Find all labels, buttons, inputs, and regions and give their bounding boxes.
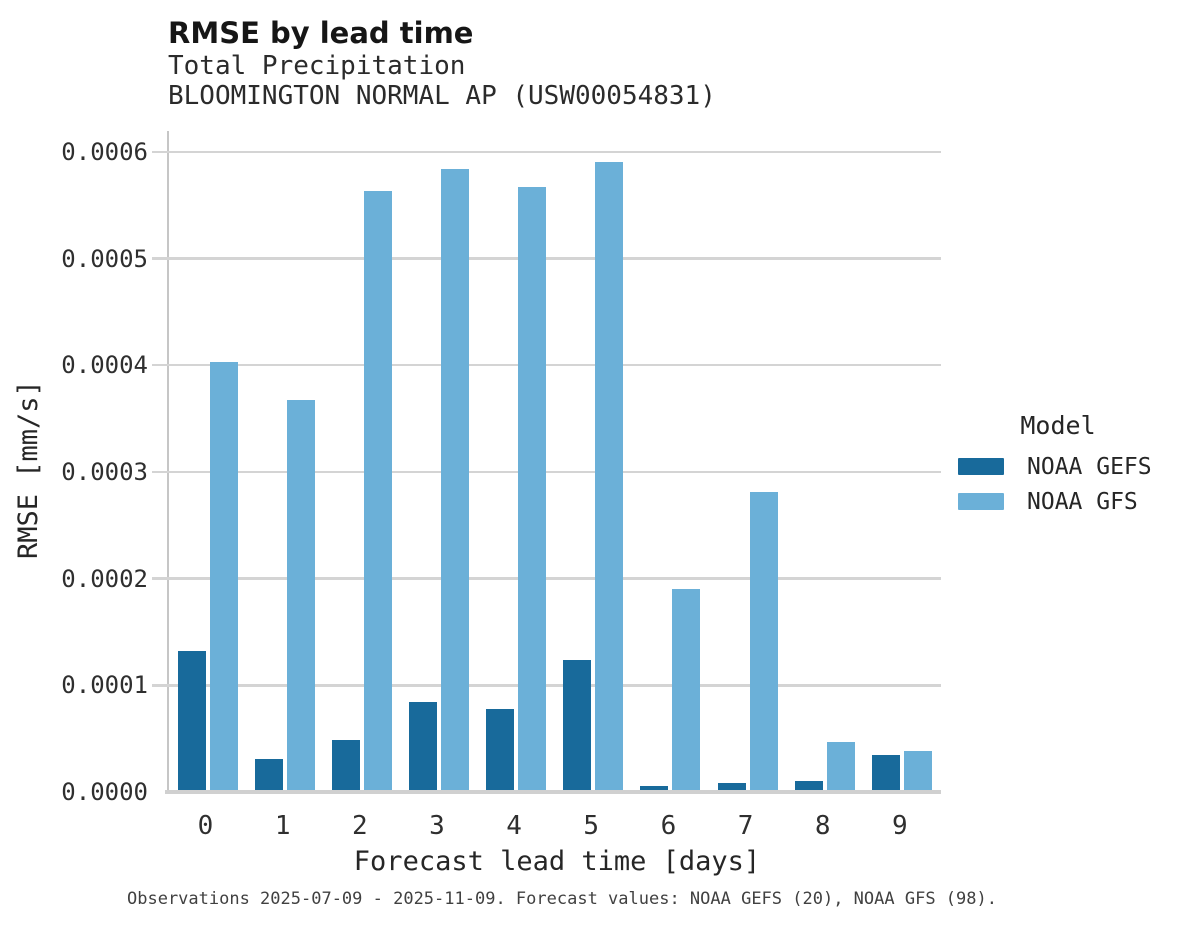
bar-noaa-gefs-lead-4 <box>486 708 515 792</box>
bar-noaa-gefs-lead-5 <box>563 659 592 792</box>
bar-noaa-gefs-lead-0 <box>177 651 206 792</box>
y-tick-label-0.0000: 0.0000 <box>61 778 148 806</box>
x-tick-label-8: 8 <box>814 811 831 841</box>
gridline-0.0001 <box>152 684 941 687</box>
x-tick-label-7: 7 <box>737 811 754 841</box>
gridline-0.0002 <box>152 577 941 580</box>
bar-noaa-gefs-lead-7 <box>717 783 746 792</box>
y-tick-label-0.0001: 0.0001 <box>61 671 148 700</box>
gridline-0.0003 <box>152 470 941 474</box>
bar-noaa-gfs-lead-9 <box>903 751 932 792</box>
bar-noaa-gefs-lead-9 <box>871 754 900 792</box>
bar-noaa-gfs-lead-6 <box>672 589 701 792</box>
bar-noaa-gfs-lead-4 <box>518 187 547 792</box>
bar-noaa-gfs-lead-8 <box>826 741 855 792</box>
bar-noaa-gefs-lead-2 <box>331 739 360 792</box>
gridline-0.0005 <box>152 257 941 260</box>
footer-caption: Observations 2025-07-09 - 2025-11-09. Fo… <box>127 889 997 909</box>
x-tick-label-3: 3 <box>429 811 445 841</box>
y-tick-label-0.0004: 0.0004 <box>61 351 148 380</box>
legend-swatch-icon <box>958 493 1004 510</box>
bar-noaa-gfs-lead-2 <box>363 191 392 792</box>
chart-subtitle-variable: Total Precipitation <box>168 51 466 81</box>
x-tick-label-6: 6 <box>660 811 677 841</box>
y-tick-label-0.0006: 0.0006 <box>61 137 148 166</box>
plot-area <box>152 131 941 794</box>
legend-item-noaa-gfs: NOAA GFS <box>958 488 1158 515</box>
legend-rows: NOAA GEFS NOAA GFS <box>958 453 1158 523</box>
x-tick-label-1: 1 <box>274 811 291 841</box>
legend-item-noaa-gefs: NOAA GEFS <box>958 453 1158 480</box>
bar-noaa-gefs-lead-6 <box>640 785 669 792</box>
gridline-0.0004 <box>152 363 941 367</box>
legend-title: Model <box>1020 411 1096 440</box>
bar-noaa-gfs-lead-1 <box>286 400 315 792</box>
x-tick-label-0: 0 <box>197 811 214 841</box>
bar-noaa-gfs-lead-0 <box>209 362 238 792</box>
x-tick-label-4: 4 <box>506 811 522 841</box>
bar-noaa-gefs-lead-3 <box>408 702 437 792</box>
x-tick-label-2: 2 <box>351 811 368 841</box>
legend-label: NOAA GEFS <box>1027 453 1152 480</box>
x-tick-label-9: 9 <box>892 811 908 841</box>
legend: Model NOAA GEFS NOAA GFS <box>958 412 1158 523</box>
chart-subtitle-station: BLOOMINGTON NORMAL AP (USW00054831) <box>168 81 716 111</box>
y-tick-label-0.0005: 0.0005 <box>61 244 148 273</box>
legend-label: NOAA GFS <box>1027 488 1138 515</box>
y-tick-label-0.0003: 0.0003 <box>61 457 148 486</box>
bar-noaa-gefs-lead-8 <box>794 781 823 792</box>
chart-title: RMSE by lead time <box>168 16 474 50</box>
legend-swatch-icon <box>958 458 1004 475</box>
bar-noaa-gfs-lead-7 <box>749 492 778 792</box>
x-tick-label-5: 5 <box>583 811 600 841</box>
bar-noaa-gefs-lead-1 <box>254 758 283 792</box>
bar-noaa-gfs-lead-5 <box>595 162 624 792</box>
gridline-0.0006 <box>152 150 941 154</box>
x-axis-label: Forecast lead time [days] <box>353 846 761 877</box>
bar-noaa-gfs-lead-3 <box>440 168 469 792</box>
x-axis-line <box>165 790 941 794</box>
y-tick-label-0.0002: 0.0002 <box>61 564 148 593</box>
